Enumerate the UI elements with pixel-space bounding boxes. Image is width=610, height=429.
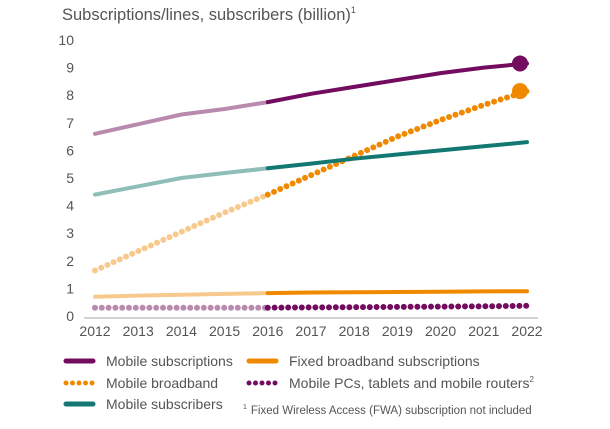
y-tick-label: 6 bbox=[66, 142, 74, 158]
plot-area bbox=[92, 55, 530, 311]
series-mobile-subscribers-forecast bbox=[265, 140, 529, 171]
x-tick-label: 2012 bbox=[79, 323, 110, 339]
y-tick-label: 9 bbox=[66, 60, 74, 76]
x-axis: 2012 2013 2014 2015 2016 2017 2018 2019 2020 2021… bbox=[79, 323, 542, 339]
y-tick-label: 0 bbox=[66, 308, 74, 324]
legend-item-mobile-subscribers: Mobile subscribers bbox=[63, 396, 223, 412]
legend-label: Mobile subscribers bbox=[106, 396, 223, 412]
legend-label: Mobile subscriptions bbox=[106, 353, 233, 369]
legend-item-mobile-pcs: Mobile PCs, tablets and mobile routers2 bbox=[246, 375, 534, 391]
y-axis: 0 1 2 3 4 5 6 7 8 9 10 bbox=[58, 32, 74, 324]
series-mobile-broadband-historical bbox=[92, 191, 271, 274]
legend-label: Mobile broadband bbox=[106, 375, 218, 391]
series-mobile-pcs-tablets-and-mobile-routers-forecast bbox=[264, 302, 530, 311]
y-tick-label: 3 bbox=[66, 225, 74, 241]
x-tick-label: 2022 bbox=[511, 323, 542, 339]
series-fixed-broadband-subscriptions-forecast bbox=[265, 289, 529, 296]
y-tick-label: 10 bbox=[58, 32, 74, 48]
end-marker-mobile-subscriptions bbox=[512, 55, 528, 72]
x-tick-label: 2017 bbox=[295, 323, 326, 339]
x-tick-label: 2019 bbox=[382, 323, 413, 339]
legend: Mobile subscriptions Mobile broadband Mo… bbox=[63, 353, 534, 417]
legend-item-mobile-broadband: Mobile broadband bbox=[63, 375, 218, 391]
legend-label: Mobile PCs, tablets and mobile routers2 bbox=[289, 375, 534, 391]
x-tick-label: 2018 bbox=[339, 323, 370, 339]
y-tick-label: 2 bbox=[66, 253, 74, 269]
series-mobile-subscriptions-forecast bbox=[265, 61, 529, 105]
end-marker-mobile-broadband bbox=[512, 83, 528, 100]
legend-item-fixed-broadband: Fixed broadband subscriptions bbox=[246, 353, 480, 369]
x-tick-label: 2014 bbox=[166, 323, 197, 339]
legend-superscript: 2 bbox=[529, 375, 534, 384]
series-fixed-broadband-subscriptions-historical bbox=[93, 291, 270, 299]
series-mobile-broadband-forecast bbox=[264, 88, 530, 198]
x-tick-label: 2015 bbox=[209, 323, 240, 339]
title-superscript: 1 bbox=[351, 5, 356, 15]
y-tick-label: 7 bbox=[66, 115, 74, 131]
legend-label: Fixed broadband subscriptions bbox=[289, 353, 480, 369]
y-tick-label: 5 bbox=[66, 170, 74, 186]
y-tick-label: 4 bbox=[66, 198, 74, 214]
series-mobile-subscriptions-historical bbox=[93, 100, 270, 136]
x-tick-label: 2016 bbox=[252, 323, 283, 339]
legend-item-mobile-subscriptions: Mobile subscriptions bbox=[63, 353, 233, 369]
x-tick-label: 2013 bbox=[123, 323, 154, 339]
y-tick-label: 1 bbox=[66, 280, 74, 296]
x-tick-label: 2020 bbox=[425, 323, 456, 339]
x-tick-label: 2021 bbox=[468, 323, 499, 339]
series-mobile-subscribers-historical bbox=[93, 166, 270, 197]
chart-title: Subscriptions/lines, subscribers (billio… bbox=[62, 5, 356, 24]
footnote: 1 Fixed Wireless Access (FWA) subscriptio… bbox=[243, 404, 532, 417]
y-tick-label: 8 bbox=[66, 87, 74, 103]
